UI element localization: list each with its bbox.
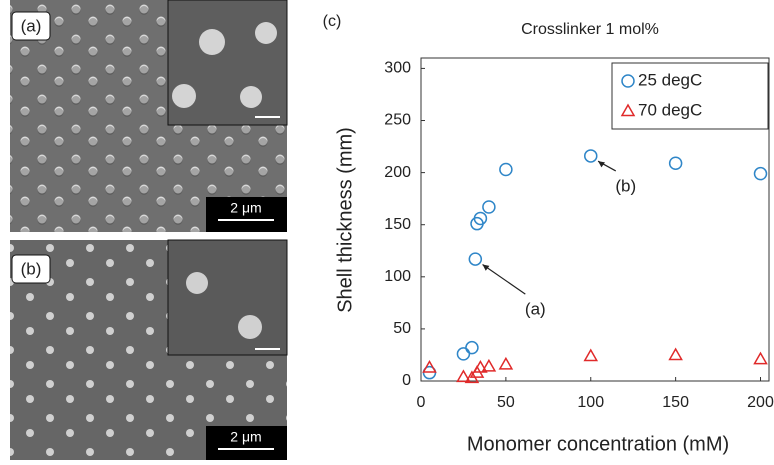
data-point <box>585 350 597 361</box>
inset-particle <box>240 86 262 108</box>
y-axis-label: Shell thickness (mm) <box>334 127 356 313</box>
annotation: (a) <box>525 300 546 319</box>
x-tick-label: 200 <box>747 394 774 411</box>
data-point <box>483 201 495 213</box>
y-tick-label: 150 <box>384 216 411 233</box>
data-point <box>469 253 481 265</box>
data-point <box>585 150 597 162</box>
y-tick-label: 200 <box>384 164 411 181</box>
panel-label: (a) <box>21 16 42 35</box>
page: (a) 2 μm (b) 2 μm (c) Crosslinker 1 mol%… <box>0 0 774 465</box>
data-point <box>670 349 682 360</box>
x-tick-label: 100 <box>577 394 604 411</box>
y-tick-label: 50 <box>393 320 411 337</box>
data-point <box>500 358 512 369</box>
figure: (a) 2 μm (b) 2 μm (c) Crosslinker 1 mol%… <box>0 0 774 460</box>
x-tick-label: 150 <box>662 394 689 411</box>
annotation-arrow <box>483 264 526 294</box>
inset-particle <box>172 84 196 108</box>
sem-panel-a: (a) 2 μm <box>10 0 287 232</box>
data-point <box>457 348 469 360</box>
inset <box>168 240 287 355</box>
scale-bar-label: 2 μm <box>230 429 261 445</box>
arrow-head <box>483 264 490 270</box>
y-tick-label: 0 <box>402 372 411 389</box>
x-axis-label: Monomer concentration (mM) <box>467 433 729 455</box>
panel-label: (c) <box>323 13 342 30</box>
plot: 0 50 100 150 200 250 300 0 50 100 150 200 25 degC 70 … <box>384 58 774 411</box>
inset-particle <box>186 272 208 294</box>
annotation: (b) <box>615 176 636 195</box>
data-point <box>466 342 478 354</box>
legend-label: 25 degC <box>638 70 702 89</box>
panel-label: (b) <box>21 259 42 278</box>
chart-title: Crosslinker 1 mol% <box>521 21 659 38</box>
inset-particle <box>255 22 277 44</box>
y-tick-label: 300 <box>384 60 411 77</box>
legend-label: 70 degC <box>638 100 702 119</box>
y-tick-label: 250 <box>384 112 411 129</box>
x-tick-label: 50 <box>497 394 515 411</box>
inset-particle <box>199 29 225 55</box>
inset-particle <box>238 315 262 339</box>
sem-panel-b: (b) 2 μm <box>10 240 287 460</box>
data-point <box>500 163 512 175</box>
y-tick-label: 100 <box>384 268 411 285</box>
data-point <box>670 157 682 169</box>
scale-bar-label: 2 μm <box>230 200 261 216</box>
data-point <box>755 353 767 364</box>
x-tick-label: 0 <box>417 394 426 411</box>
data-point <box>755 168 767 180</box>
